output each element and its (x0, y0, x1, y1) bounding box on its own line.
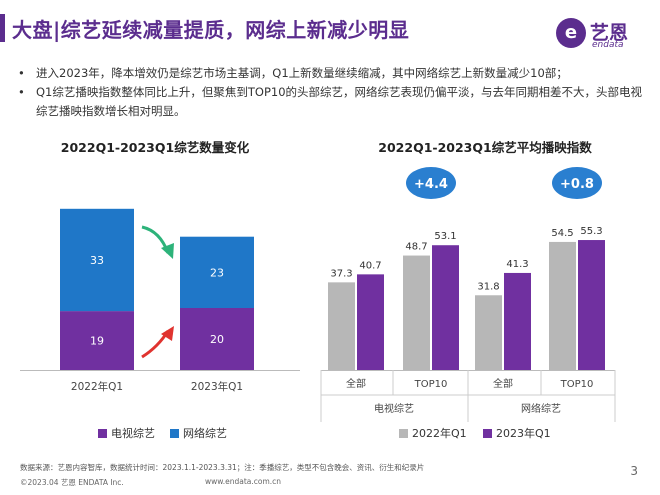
title-accent-bar (0, 14, 5, 42)
bar-segment (60, 311, 134, 370)
page-title: 大盘|综艺延续减量提质，网综上新减少明显 (12, 18, 410, 42)
bullet-item: • Q1综艺播映指数整体同比上升，但聚焦到TOP10的头部综艺，网络综艺表现仍偏… (14, 83, 644, 121)
page-number: 3 (630, 464, 638, 478)
legend-swatch (170, 429, 179, 438)
logo-name: 艺恩 (590, 22, 629, 44)
bar (549, 241, 576, 370)
data-label: 31.8 (477, 281, 499, 292)
chart-index: 2022Q1-2023Q1综艺平均播映指数 37.3 40.7 全部 48.7 53.1 T… (320, 140, 616, 440)
logo-mark-icon: e (556, 18, 586, 48)
data-label: 53.1 (434, 231, 456, 242)
category-label: 2022年Q1 (71, 380, 123, 393)
legend-label: 2022年Q1 (412, 426, 467, 440)
bullet-dot-icon: • (18, 66, 25, 80)
bar-segment (180, 236, 254, 308)
trend-arrow-up-head-icon (161, 326, 174, 341)
data-label: 40.7 (359, 260, 381, 271)
bar (403, 255, 430, 370)
data-label: 23 (210, 266, 224, 279)
data-label: 55.3 (580, 226, 602, 237)
category-label: 2023年Q1 (191, 380, 243, 393)
data-label: 37.3 (330, 268, 352, 279)
title-bar: 大盘|综艺延续减量提质，网综上新减少明显 (0, 0, 660, 54)
endata-logo: e 艺恩 endata (556, 18, 648, 52)
legend-swatch (98, 429, 107, 438)
bar (432, 245, 459, 370)
bar (504, 272, 531, 370)
trend-arrow-down-head-icon (161, 243, 174, 259)
bullet-item: • 进入2023年，降本增效仍是综艺市场主基调，Q1上新数量继续缩减，其中网络综… (14, 64, 644, 83)
bullet-text: Q1综艺播映指数整体同比上升，但聚焦到TOP10的头部综艺，网络综艺表现仍偏平淡… (36, 85, 643, 118)
summary-bullets: • 进入2023年，降本增效仍是综艺市场主基调，Q1上新数量继续缩减，其中网络综… (14, 64, 644, 121)
group-label: 网络综艺 (521, 402, 561, 415)
legend-label: 2023年Q1 (496, 426, 551, 440)
data-label: 20 (210, 333, 224, 346)
chart-title: 2022Q1-2023Q1综艺平均播映指数 (378, 140, 592, 155)
bar (328, 282, 355, 370)
group-label: 电视综艺 (374, 402, 414, 415)
logo-subtitle: endata (592, 40, 624, 50)
chart-title: 2022Q1-2023Q1综艺数量变化 (61, 140, 250, 155)
bullet-text: 进入2023年，降本增效仍是综艺市场主基调，Q1上新数量继续缩减，其中网络综艺上… (36, 66, 568, 80)
data-label: 19 (90, 335, 104, 348)
data-label: 33 (90, 254, 104, 267)
data-label: 41.3 (506, 259, 528, 270)
bar (357, 274, 384, 370)
diff-badge-label: +4.4 (414, 177, 448, 192)
bar-segment (60, 208, 134, 312)
diff-badge (552, 167, 602, 199)
footer-url: www.endata.com.cn (205, 477, 282, 486)
legend-swatch (399, 429, 408, 438)
diff-badge-label: +0.8 (560, 177, 594, 192)
data-label: 48.7 (405, 242, 427, 253)
chart-count: 2022Q1-2023Q1综艺数量变化 19 33 2022年Q1 20 23 2023年Q… (20, 140, 300, 440)
bar-segment (180, 308, 254, 370)
category-label: 全部 (493, 377, 513, 390)
data-label: 54.5 (551, 228, 573, 239)
category-label: TOP10 (414, 379, 448, 390)
legend-label: 网络综艺 (183, 426, 227, 440)
footer-copyright: ©2023.04 艺恩 ENDATA Inc. (20, 478, 124, 487)
legend-swatch (483, 429, 492, 438)
bullet-dot-icon: • (18, 85, 25, 99)
bar (475, 295, 502, 370)
bar (578, 240, 605, 370)
diff-badge (406, 167, 456, 199)
category-label: 全部 (346, 377, 366, 390)
category-label: TOP10 (560, 379, 594, 390)
legend-label: 电视综艺 (111, 426, 155, 440)
footer-source-note: 数据来源：艺恩内容智库，数据统计时间：2023.1.1-2023.3.31；注：… (20, 463, 425, 472)
